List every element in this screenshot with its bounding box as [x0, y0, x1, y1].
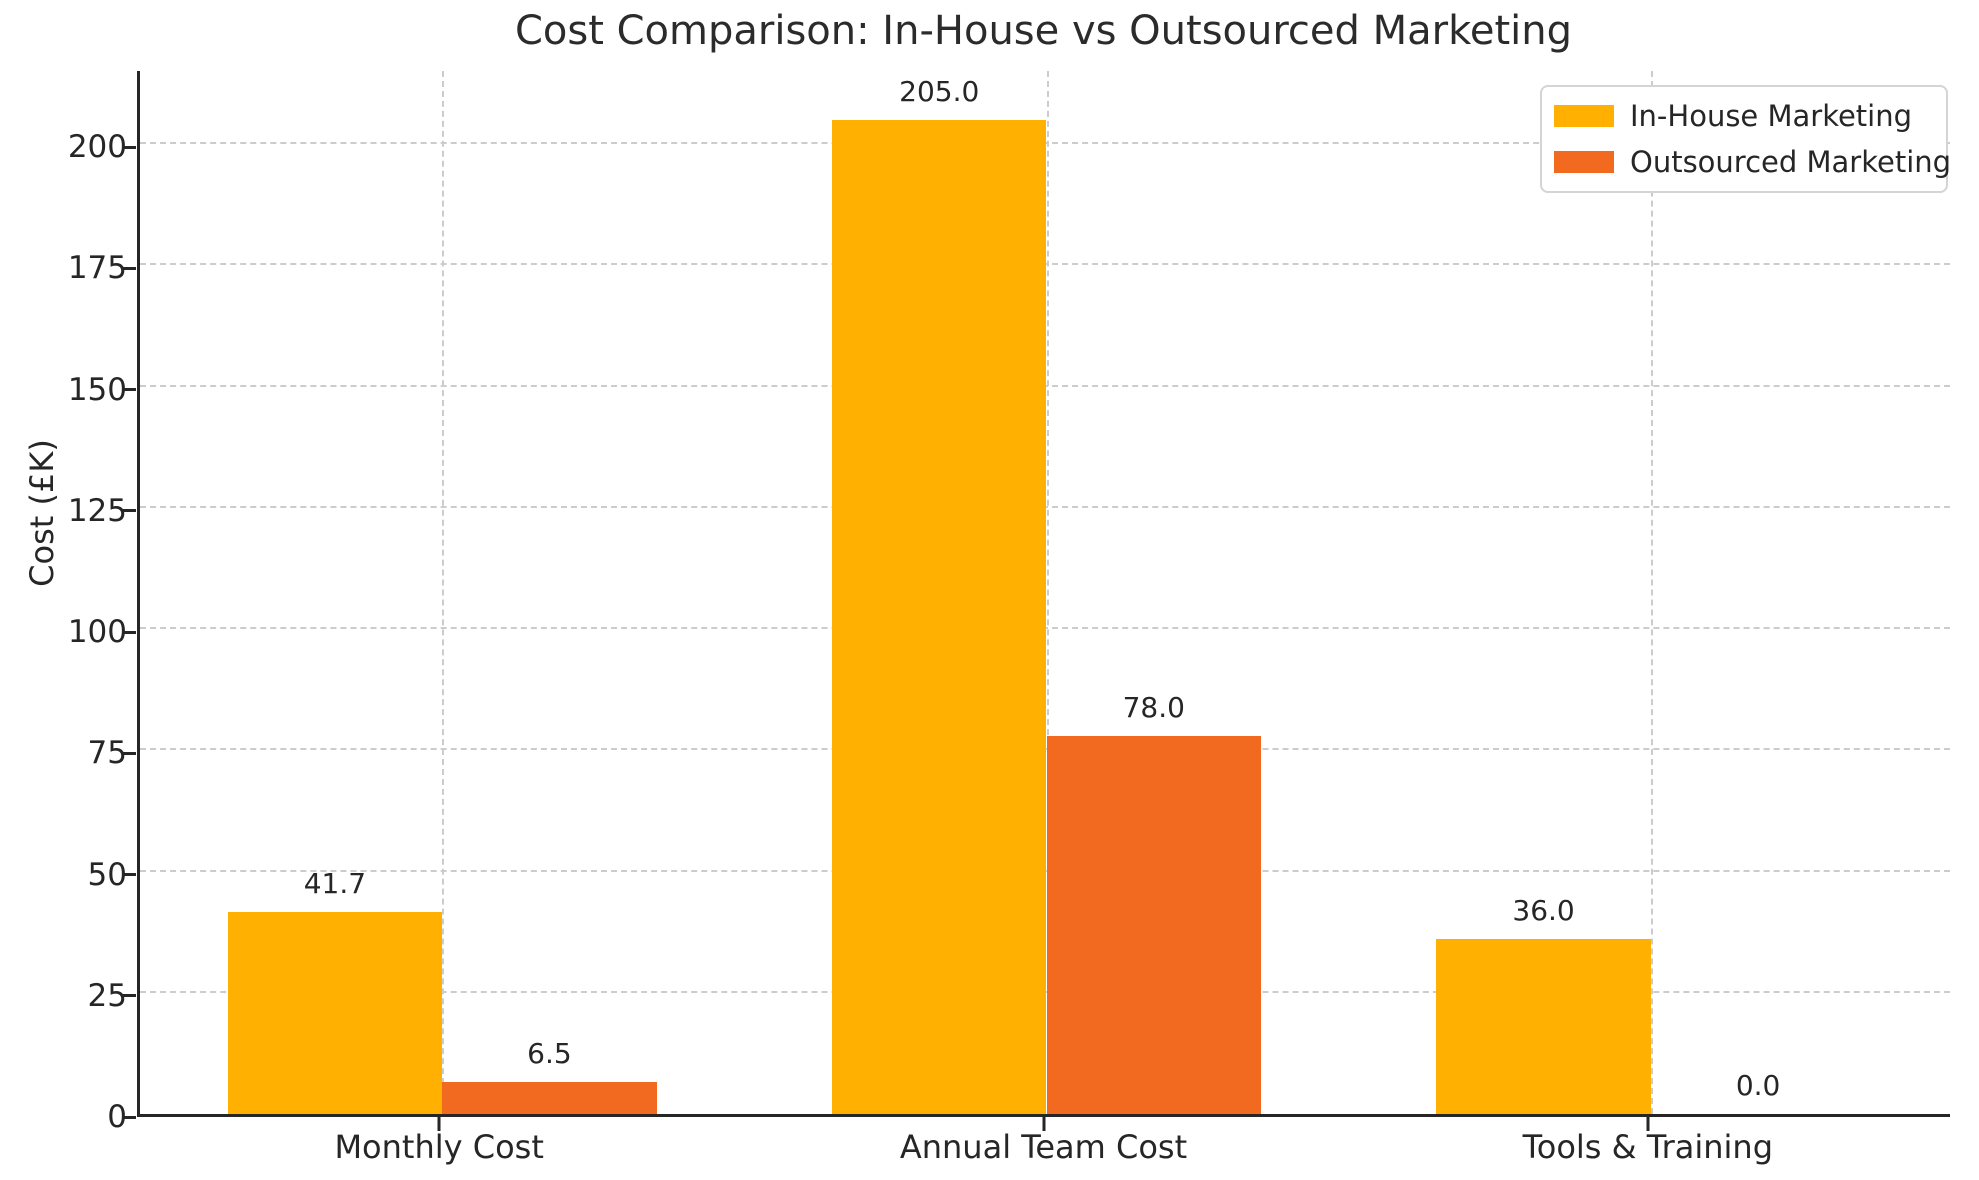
- x-tick-label-annual-team-cost: Annual Team Cost: [899, 1128, 1188, 1166]
- legend-label-outsourced-marketing: Outsourced Marketing: [1630, 145, 1952, 179]
- plot-area: 41.7 6.5 205.0 78.0 36.0 0.0: [137, 71, 1950, 1117]
- y-tick-mark-100: [122, 630, 136, 634]
- y-tick-label-25: 25: [87, 977, 127, 1014]
- x-tick-label-tools-training: Tools & Training: [1522, 1128, 1774, 1166]
- bar-value-label-outsourced-marketing-monthly-cost: 6.5: [527, 1037, 572, 1071]
- bar-value-label-in-house-marketing-annual-team-cost: 205.0: [899, 74, 980, 108]
- legend-swatch-in-house-marketing: [1554, 105, 1614, 127]
- y-tick-label-125: 125: [67, 492, 127, 529]
- bar-in-house-marketing-tools-training: [1436, 939, 1651, 1114]
- y-tick-label-100: 100: [67, 614, 127, 651]
- x-tick-mark-tools-training: [1646, 1117, 1650, 1131]
- y-tick-mark-200: [122, 145, 136, 149]
- gridline-x-monthly-cost: [442, 71, 445, 1114]
- bar-outsourced-marketing-annual-team-cost: [1046, 735, 1262, 1114]
- y-tick-mark-175: [122, 266, 136, 270]
- y-tick-label-200: 200: [67, 129, 127, 166]
- bar-value-label-outsourced-marketing-tools-training: 0.0: [1735, 1069, 1781, 1102]
- y-tick-mark-125: [122, 509, 136, 513]
- legend-swatch-outsourced-marketing: [1554, 151, 1614, 173]
- legend-label-in-house-marketing: In-House Marketing: [1630, 99, 1913, 133]
- y-tick-mark-150: [122, 388, 136, 392]
- bar-value-label-in-house-marketing-monthly-cost: 41.7: [303, 866, 367, 900]
- legend-entry-outsourced-marketing: Outsourced Marketing: [1554, 145, 1951, 179]
- y-tick-mark-25: [122, 994, 136, 998]
- chart-title: Cost Comparison: In-House vs Outsourced …: [514, 8, 1572, 54]
- gridline-x-tools-training: [1650, 71, 1653, 1114]
- y-tick-mark-0: [122, 1115, 136, 1119]
- y-tick-mark-75: [122, 751, 136, 755]
- y-tick-label-50: 50: [87, 856, 127, 893]
- y-tick-label-0: 0: [107, 1099, 127, 1135]
- gridline-x-annual-team-cost: [1046, 71, 1049, 1114]
- bar-in-house-marketing-monthly-cost: [227, 911, 443, 1114]
- bar-outsourced-marketing-monthly-cost: [442, 1082, 657, 1114]
- y-tick-label-150: 150: [67, 371, 127, 408]
- legend-entry-in-house-marketing: In-House Marketing: [1554, 99, 1932, 133]
- bar-in-house-marketing-annual-team-cost: [831, 119, 1047, 1114]
- y-tick-label-75: 75: [87, 735, 127, 772]
- x-tick-mark-monthly-cost: [437, 1117, 441, 1131]
- y-axis-label: Cost (£K): [23, 439, 61, 587]
- y-tick-mark-50: [122, 873, 136, 877]
- bar-value-label-outsourced-marketing-annual-team-cost: 78.0: [1122, 690, 1185, 724]
- x-tick-mark-annual-team-cost: [1042, 1117, 1045, 1131]
- y-tick-label-175: 175: [67, 250, 127, 287]
- legend: In-House Marketing Outsourced Marketing: [1540, 85, 1951, 193]
- bar-value-label-in-house-marketing-tools-training: 36.0: [1512, 894, 1575, 928]
- x-tick-label-monthly-cost: Monthly Cost: [334, 1128, 544, 1166]
